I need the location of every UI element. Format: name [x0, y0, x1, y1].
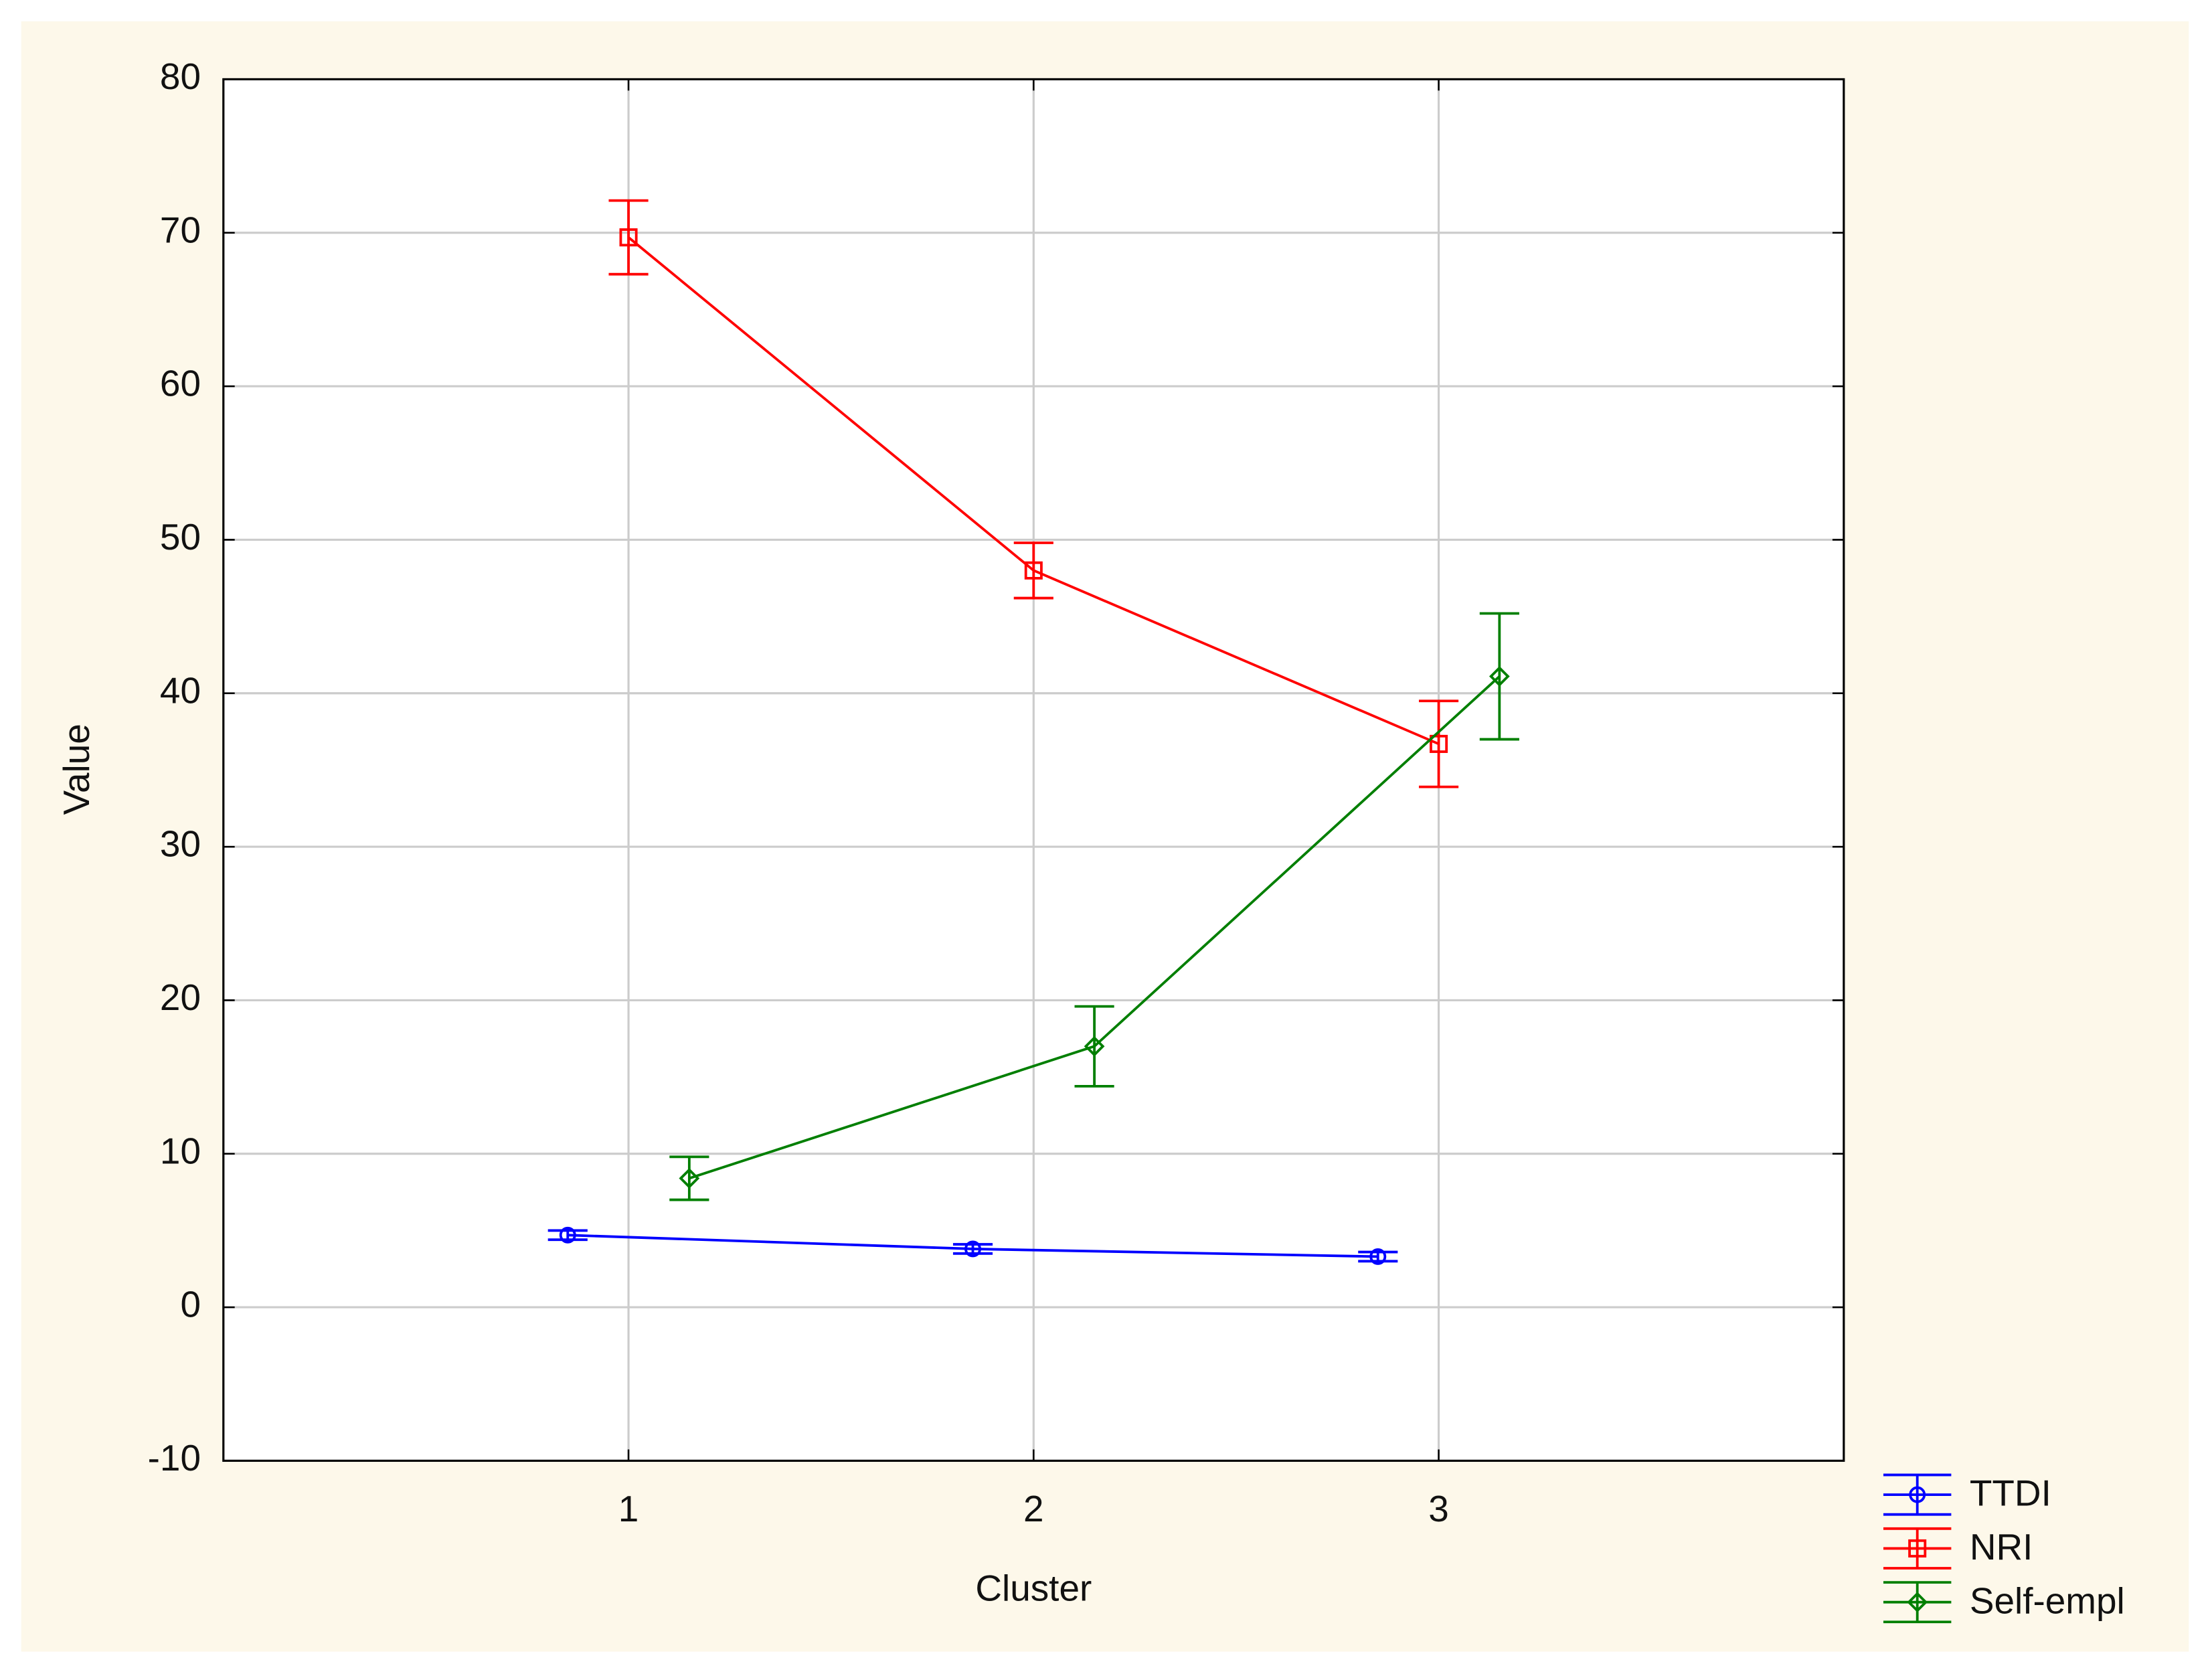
error-bar — [1358, 1250, 1398, 1263]
plot-frame — [222, 78, 1845, 1462]
point — [619, 228, 638, 247]
error-bar — [669, 1155, 709, 1201]
legend-label: NRI — [1970, 1526, 2033, 1568]
error-bar — [1479, 612, 1519, 741]
x-axis-label: Cluster — [975, 1567, 1092, 1608]
point — [1489, 666, 1510, 687]
point — [1369, 1248, 1387, 1265]
legend-marker — [1908, 1539, 1927, 1558]
y-tick-label: 20 — [160, 977, 201, 1018]
legend-symbol — [1883, 1527, 1952, 1570]
legend-marker — [1907, 1592, 1928, 1613]
y-tick-label: -10 — [148, 1437, 201, 1479]
y-tick-label: 80 — [160, 56, 201, 97]
y-tick-label: 50 — [160, 516, 201, 558]
error-bar — [1013, 541, 1053, 600]
y-tick-label: 30 — [160, 823, 201, 865]
error-bar — [547, 1229, 588, 1242]
y-axis-label: Value — [56, 724, 97, 815]
x-tick-label: 2 — [1023, 1488, 1044, 1529]
legend: TTDI NRI Self-empl — [1883, 1473, 2125, 1624]
y-tick-label: 0 — [180, 1284, 201, 1325]
y-tick-label: 70 — [160, 209, 201, 250]
y-tick-label: 10 — [160, 1130, 201, 1171]
error-bar — [608, 199, 649, 276]
point — [1084, 1035, 1105, 1057]
x-tick-label: 3 — [1428, 1488, 1449, 1529]
error-bar — [1074, 1005, 1114, 1088]
point — [964, 1240, 981, 1258]
x-tick-label: 1 — [618, 1488, 639, 1529]
marks — [547, 199, 1519, 1265]
legend-marker — [1909, 1486, 1926, 1503]
point — [1024, 561, 1043, 580]
error-bar — [952, 1243, 993, 1255]
point — [1430, 734, 1448, 753]
legend-symbol — [1883, 1581, 1952, 1624]
legend-label: TTDI — [1970, 1473, 2051, 1514]
point — [679, 1168, 700, 1189]
error-bar — [1418, 699, 1459, 788]
legend-label: Self-empl — [1970, 1580, 2125, 1621]
y-tick-label: 60 — [160, 363, 201, 404]
legend-symbol — [1883, 1473, 1952, 1516]
point — [559, 1226, 576, 1244]
y-tick-label: 40 — [160, 669, 201, 711]
